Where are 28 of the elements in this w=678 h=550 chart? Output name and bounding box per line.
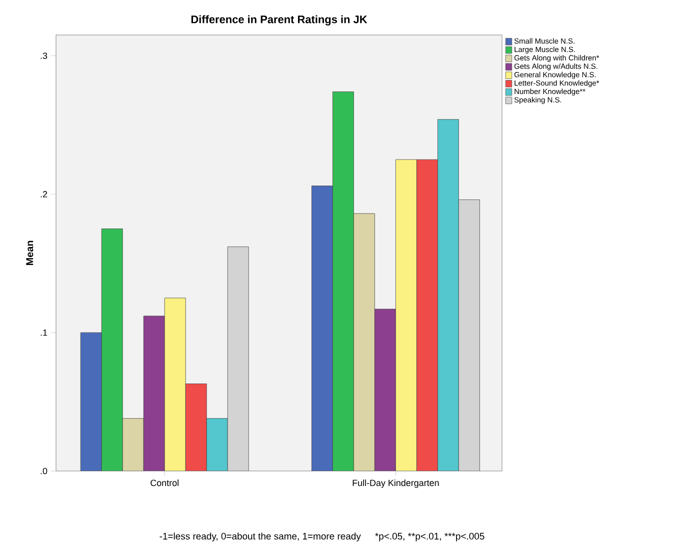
y-tick-label: .2	[40, 191, 48, 198]
y-tick-label: .0	[40, 468, 48, 474]
bar	[332, 92, 354, 471]
y-tick-label: .3	[40, 52, 48, 59]
x-tick-label: Full-Day Kindergarten	[352, 480, 439, 488]
bar	[122, 418, 144, 471]
y-tick-label: .1	[40, 329, 48, 336]
text: -1=less ready, 0=about the same, 1=more ready	[160, 532, 361, 542]
chart-title: Difference in Parent Ratings in JK	[191, 15, 368, 26]
bar	[416, 159, 438, 471]
bar	[206, 418, 228, 471]
text: ***p<.005	[444, 532, 484, 542]
bar	[354, 213, 375, 471]
bar	[101, 228, 123, 471]
text: **p<.01,	[408, 532, 441, 542]
bar	[185, 384, 207, 471]
x-tick-label: Control	[150, 480, 178, 486]
bar	[312, 186, 333, 471]
bar	[458, 200, 480, 471]
bar	[227, 246, 249, 471]
bar	[143, 316, 165, 471]
y-axis-title: Mean	[26, 240, 34, 266]
bar	[438, 119, 459, 471]
bar	[164, 298, 186, 471]
text: *p<.05,	[375, 532, 404, 542]
bar	[396, 159, 417, 471]
bar	[374, 308, 396, 471]
bar	[80, 332, 102, 471]
